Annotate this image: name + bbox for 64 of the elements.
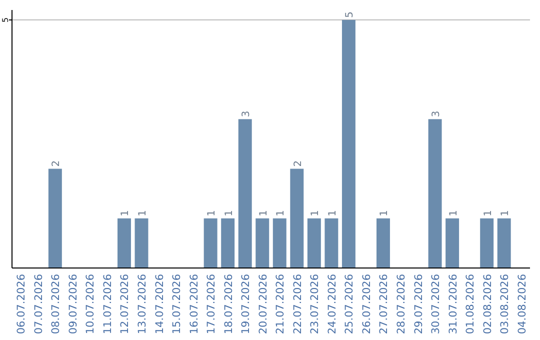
x-tick-label: 28.07.2026: [396, 274, 408, 334]
x-tick-label: 25.07.2026: [344, 274, 356, 334]
data-label: 1: [258, 210, 270, 216]
bar: [376, 218, 390, 268]
bar: [204, 218, 218, 268]
x-tick-label: 12.07.2026: [119, 274, 132, 334]
bar: [497, 218, 511, 268]
bar: [307, 218, 321, 268]
x-tick-label: 29.07.2026: [412, 274, 425, 334]
data-label: 1: [138, 210, 148, 216]
x-tick-label: 27.07.2026: [378, 274, 390, 334]
x-tick-label: 17.07.2026: [206, 274, 218, 334]
x-tick-label: 02.08.2026: [482, 274, 494, 334]
data-label: 1: [379, 210, 390, 216]
data-label: 1: [206, 210, 218, 216]
x-tick-label: 18.07.2026: [222, 274, 235, 334]
x-tick-label: 19.07.2026: [240, 274, 252, 334]
x-tick-label: 31.07.2026: [447, 274, 460, 334]
data-label: 1: [448, 210, 460, 216]
x-tick-label: 09.07.2026: [67, 274, 80, 334]
x-tick-label: 22.07.2026: [292, 274, 304, 334]
data-label: 3: [431, 110, 442, 118]
data-label: 1: [120, 210, 132, 216]
bar: [272, 218, 286, 268]
bar: [256, 218, 270, 268]
data-label: 1: [327, 210, 338, 216]
x-tick-label: 13.07.2026: [136, 274, 148, 334]
x-tick-label: 26.07.2026: [360, 274, 373, 334]
bar: [118, 218, 131, 268]
data-label: 1: [482, 210, 494, 216]
x-tick-label: 23.07.2026: [309, 274, 322, 334]
x-tick-label: 10.07.2026: [84, 274, 97, 334]
bar: [48, 168, 62, 268]
bar: [221, 218, 235, 268]
x-tick-label: 16.07.2026: [188, 274, 200, 334]
bar: [290, 168, 304, 268]
data-label: 2: [292, 160, 304, 167]
x-tick-label: 30.07.2026: [430, 274, 442, 334]
x-tick-label: 04.08.2026: [516, 274, 528, 334]
data-label: 3: [241, 110, 252, 118]
bar: [428, 119, 442, 268]
bar: [342, 20, 356, 268]
bar: [238, 119, 252, 268]
x-tick-label: 21.07.2026: [274, 274, 287, 334]
x-tick-label: 11.07.2026: [102, 274, 114, 334]
x-tick-label: 01.08.2026: [464, 274, 477, 334]
data-label: 2: [51, 160, 62, 167]
x-tick-label: 15.07.2026: [171, 274, 184, 334]
bar: [480, 218, 494, 268]
x-tick-label: 24.07.2026: [326, 274, 338, 334]
bar: [446, 218, 460, 268]
x-tick-label: 06.07.2026: [16, 274, 28, 334]
x-tick-label: 08.07.2026: [50, 274, 62, 334]
data-label: 1: [224, 210, 235, 216]
data-label: 1: [310, 210, 322, 216]
x-tick-label: 14.07.2026: [154, 274, 166, 334]
data-label: 1: [500, 210, 512, 216]
x-tick-label: 03.08.2026: [499, 274, 512, 334]
x-tick-label: 20.07.2026: [257, 274, 270, 334]
data-label: 5: [344, 12, 356, 18]
bar: [324, 218, 338, 268]
bar: [134, 218, 148, 268]
data-label: 1: [276, 210, 287, 216]
x-tick-label: 07.07.2026: [32, 274, 45, 334]
